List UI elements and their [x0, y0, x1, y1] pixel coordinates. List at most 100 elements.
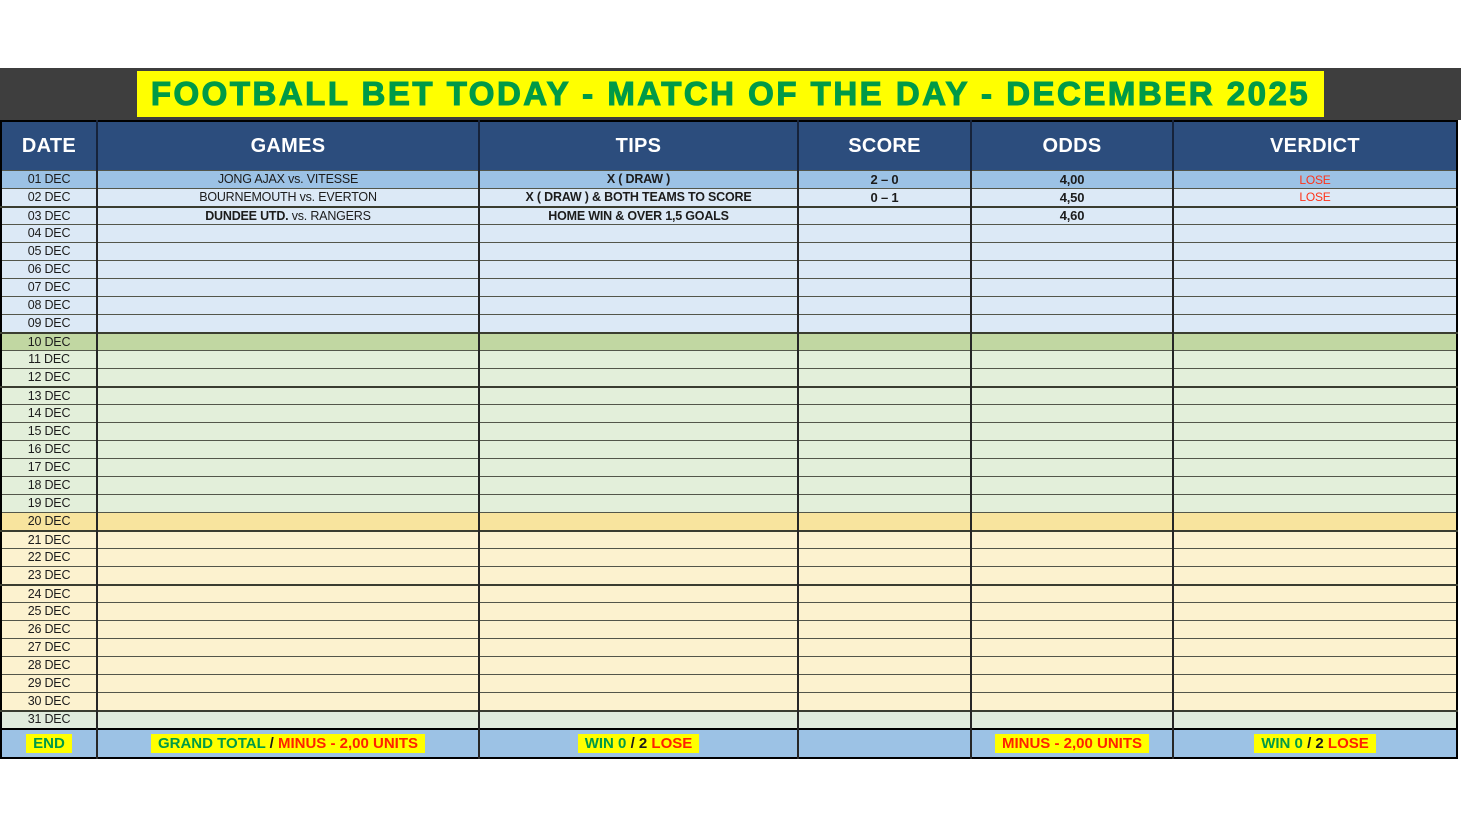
odds-cell — [970, 638, 1173, 657]
date-cell: 17 DEC — [1, 458, 97, 477]
table-row: 25 DEC — [1, 602, 1457, 621]
table-header: DATE GAMES TIPS SCORE ODDS VERDICT — [1, 121, 1457, 171]
score-cell — [797, 422, 971, 441]
title-bar: FOOTBALL BET TODAY - MATCH OF THE DAY - … — [0, 68, 1461, 120]
team-names: JONG AJAX vs. VITESSE — [217, 172, 359, 187]
team-names: BOURNEMOUTH vs. EVERTON — [199, 190, 377, 204]
team-names: vs. RANGERS — [288, 208, 371, 223]
games-cell — [96, 350, 479, 369]
score-cell: 2 – 0 — [797, 170, 971, 189]
verdict-cell — [1172, 566, 1457, 585]
verdict-cell — [1172, 404, 1457, 423]
odds-cell — [970, 566, 1173, 585]
tips-total-cell: WIN 0 / 2 LOSE — [478, 727, 798, 758]
odds-cell — [970, 404, 1173, 423]
total-segment: END — [33, 734, 65, 752]
total-segment: MINUS - 2,00 UNITS — [1001, 734, 1143, 752]
games-cell — [96, 278, 479, 297]
games-cell — [96, 529, 479, 549]
date-cell: 15 DEC — [1, 422, 97, 441]
odds-cell — [970, 674, 1173, 693]
date-cell: 27 DEC — [1, 638, 97, 657]
table-row: 07 DEC — [1, 278, 1457, 297]
column-header-tips: TIPS — [478, 121, 798, 171]
games-cell — [96, 368, 479, 387]
score-cell — [797, 242, 971, 261]
verdict-cell — [1172, 314, 1457, 333]
odds-cell — [970, 494, 1173, 513]
table-row: 10 DEC — [1, 331, 1457, 351]
tips-cell: HOME WIN & OVER 1,5 GOALS — [478, 205, 798, 225]
table-row: 22 DEC — [1, 548, 1457, 567]
date-cell: 06 DEC — [1, 260, 97, 279]
table-row: 31 DEC — [1, 709, 1457, 729]
games-cell — [96, 260, 479, 279]
games-cell — [96, 709, 479, 729]
date-cell: 13 DEC — [1, 385, 97, 405]
score-cell — [797, 566, 971, 585]
date-cell: 31 DEC — [1, 709, 97, 729]
score-cell — [797, 278, 971, 297]
column-header-date: DATE — [1, 121, 97, 171]
tips-cell — [478, 350, 798, 369]
odds-cell — [970, 368, 1173, 387]
odds-cell — [970, 458, 1173, 477]
column-header-verdict: VERDICT — [1172, 121, 1457, 171]
table-row: 13 DEC — [1, 385, 1457, 405]
date-cell: 02 DEC — [1, 188, 97, 207]
odds-cell — [970, 602, 1173, 621]
verdict-cell — [1172, 296, 1457, 315]
tips-cell: X ( DRAW ) & BOTH TEAMS TO SCORE — [478, 188, 798, 207]
score-cell — [797, 224, 971, 243]
date-cell: 01 DEC — [1, 170, 97, 189]
bets-table: DATE GAMES TIPS SCORE ODDS VERDICT 01 DE… — [0, 120, 1458, 759]
table-row: 08 DEC — [1, 296, 1457, 315]
table-row: 14 DEC — [1, 404, 1457, 423]
odds-cell — [970, 709, 1173, 729]
table-row: 11 DEC — [1, 350, 1457, 369]
tips-cell — [478, 692, 798, 711]
verdict-cell: LOSE — [1172, 170, 1457, 189]
table-row: 06 DEC — [1, 260, 1457, 279]
score-cell — [797, 404, 971, 423]
total-segment: WIN 0 — [584, 734, 631, 752]
total-segment: WIN 0 — [1261, 734, 1308, 752]
date-cell: 20 DEC — [1, 512, 97, 531]
table-body: 01 DEC JONG AJAX vs. VITESSE X ( DRAW ) 2 –… — [1, 170, 1457, 729]
tips-cell — [478, 583, 798, 603]
verdict-total-cell: WIN 0 / 2 LOSE — [1172, 727, 1457, 758]
team-names: DUNDEE UTD. — [205, 208, 289, 223]
tips-cell — [478, 278, 798, 297]
tips-cell — [478, 566, 798, 585]
verdict-cell — [1172, 602, 1457, 621]
games-cell — [96, 476, 479, 495]
table-row: 27 DEC — [1, 638, 1457, 657]
tips-cell — [478, 385, 798, 405]
verdict-cell — [1172, 440, 1457, 459]
date-cell: 03 DEC — [1, 205, 97, 225]
date-cell: 07 DEC — [1, 278, 97, 297]
date-cell: 26 DEC — [1, 620, 97, 639]
verdict-cell — [1172, 620, 1457, 639]
games-cell — [96, 638, 479, 657]
verdict-cell — [1172, 529, 1457, 549]
games-cell — [96, 242, 479, 261]
odds-total-cell: MINUS - 2,00 UNITS — [970, 727, 1173, 758]
games-cell — [96, 566, 479, 585]
table-row: 09 DEC — [1, 314, 1457, 333]
games-cell — [96, 314, 479, 333]
score-cell — [797, 314, 971, 333]
odds-cell — [970, 350, 1173, 369]
odds-cell — [970, 529, 1173, 549]
page-title: FOOTBALL BET TODAY - MATCH OF THE DAY - … — [136, 71, 1325, 117]
top-margin — [0, 0, 1461, 68]
total-segment: MINUS - 2,00 UNITS — [277, 734, 419, 752]
yellow-highlight: END — [26, 733, 72, 753]
score-cell — [797, 548, 971, 567]
date-cell: 21 DEC — [1, 529, 97, 549]
table-row: 20 DEC — [1, 512, 1457, 531]
yellow-highlight: GRAND TOTAL / MINUS - 2,00 UNITS — [150, 733, 426, 753]
tips-cell — [478, 314, 798, 333]
odds-cell: 4,50 — [970, 188, 1173, 207]
score-cell — [797, 674, 971, 693]
